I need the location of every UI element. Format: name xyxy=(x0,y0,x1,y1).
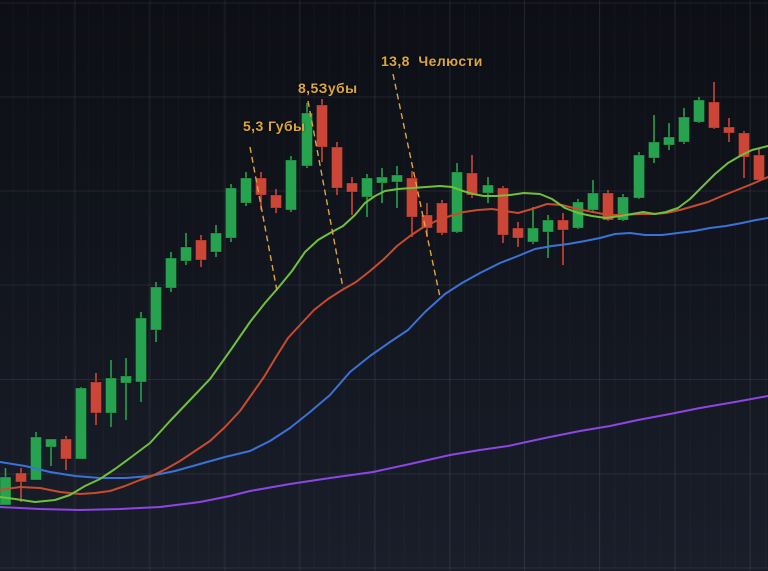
candle-up xyxy=(0,476,12,506)
candle-up xyxy=(451,171,463,233)
candle-down xyxy=(753,154,765,181)
candle-up xyxy=(105,377,117,414)
candle-down xyxy=(15,472,27,483)
candle-up xyxy=(165,257,177,289)
candle-up xyxy=(225,187,237,239)
slow-ma-purple-line xyxy=(0,395,768,511)
candles-layer xyxy=(0,82,765,506)
indicator-lines-layer xyxy=(0,145,768,511)
annotation-pointers-layer xyxy=(249,73,441,298)
candle-up xyxy=(678,116,690,143)
candle-down xyxy=(406,177,418,218)
candle-up xyxy=(527,227,539,243)
candle-down xyxy=(466,172,478,196)
candle-down xyxy=(421,214,433,229)
candle-down xyxy=(723,126,735,134)
jaws-pointer-line xyxy=(392,73,441,298)
alligator-teeth-8-5-line xyxy=(0,176,768,495)
candle-up xyxy=(587,192,599,211)
candle-up xyxy=(45,438,57,448)
candle-up xyxy=(482,184,494,194)
candle-up xyxy=(572,201,584,229)
candle-up xyxy=(285,159,297,211)
candle-up xyxy=(663,136,675,146)
candle-down xyxy=(557,219,569,231)
candle-down xyxy=(708,101,720,129)
candle-down xyxy=(195,239,207,261)
candle-up xyxy=(648,141,660,159)
candle-up xyxy=(376,176,388,184)
candle-up xyxy=(240,177,252,204)
candle-up xyxy=(693,99,705,123)
candle-up xyxy=(391,174,403,183)
candle-up xyxy=(542,219,554,233)
lips-pointer-line xyxy=(249,146,278,292)
candle-down xyxy=(90,381,102,414)
candle-up xyxy=(210,232,222,253)
candle-up xyxy=(30,436,42,481)
teeth-pointer-line xyxy=(307,100,344,289)
candle-down xyxy=(60,438,72,460)
candle-up xyxy=(180,246,192,262)
candle-down xyxy=(346,182,358,193)
candle-up xyxy=(361,177,373,198)
candle-up xyxy=(617,196,629,221)
candle-down xyxy=(270,194,282,209)
candle-down xyxy=(738,132,750,158)
candle-down xyxy=(316,104,328,148)
candle-down xyxy=(512,227,524,239)
candle-up xyxy=(75,387,87,460)
candle-up xyxy=(301,112,313,167)
candle-up xyxy=(633,154,645,199)
candle-up xyxy=(150,286,162,331)
candle-up xyxy=(120,375,132,384)
candle-up xyxy=(135,317,147,383)
alligator-lips-5-3-line xyxy=(0,145,768,503)
candle-down xyxy=(602,192,614,221)
alligator-jaws-13-8-line xyxy=(0,217,768,479)
candle-down xyxy=(331,146,343,189)
candle-down xyxy=(255,177,267,196)
